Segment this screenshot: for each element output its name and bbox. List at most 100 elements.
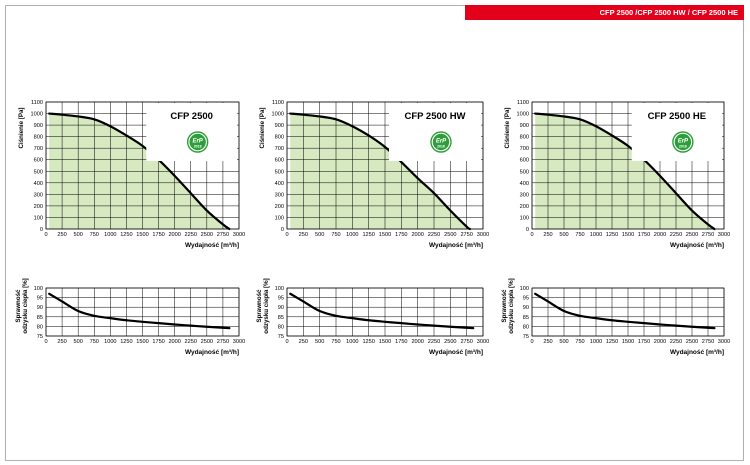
- x-tick-label: 1250: [606, 232, 618, 238]
- x-tick-label: 250: [543, 339, 552, 345]
- x-tick-label: 2500: [201, 232, 213, 238]
- data-point: [675, 192, 677, 195]
- x-axis-label: Wydajność [m³/h]: [670, 242, 724, 249]
- data-point: [222, 223, 224, 226]
- x-tick-label: 3000: [233, 339, 245, 345]
- x-tick-label: 1750: [638, 339, 650, 345]
- y-tick-label: 0: [526, 227, 529, 233]
- x-tick-label: 250: [299, 339, 308, 345]
- plot-border: [45, 287, 240, 337]
- data-point: [433, 324, 435, 327]
- data-point: [109, 317, 112, 320]
- data-point: [416, 323, 419, 326]
- data-point: [465, 326, 468, 329]
- plot-border: [531, 101, 725, 230]
- y-tick-label: 400: [34, 181, 43, 187]
- data-point: [384, 146, 386, 148]
- x-tick-label: 3000: [718, 339, 730, 345]
- data-point: [534, 112, 537, 115]
- x-axis-label: Wydajność [m³/h]: [429, 242, 483, 249]
- erp-badge-text: ErP: [678, 139, 689, 145]
- data-point: [384, 320, 386, 323]
- y-tick-label: 95: [523, 296, 529, 302]
- data-point: [469, 228, 471, 230]
- y-tick-label: 400: [520, 181, 529, 187]
- y-tick-label: 200: [34, 204, 43, 210]
- x-tick-label: 2750: [702, 339, 714, 345]
- y-tick-label: 300: [520, 192, 529, 198]
- y-tick-label: 800: [34, 135, 43, 141]
- erp-badge-disc: [674, 133, 692, 151]
- y-axis-label-line1: Sprawność: [15, 289, 22, 323]
- x-tick-label: 2750: [460, 232, 472, 238]
- x-tick-label: 500: [315, 232, 324, 238]
- data-point: [189, 192, 192, 195]
- chart-3: 0 250 500 750 1000 1250 1500 1750 2000 2250 2500 27…: [504, 100, 730, 249]
- chart-1: 0 250 500 750 1000 1250 1500 1750 2000 2250 2500 27…: [18, 100, 245, 249]
- y-tick-label: 90: [278, 305, 284, 311]
- x-tick-label: 3000: [477, 339, 489, 345]
- x-tick-label: 3000: [233, 232, 245, 238]
- x-tick-label: 750: [90, 339, 99, 345]
- x-tick-label: 750: [90, 232, 99, 238]
- x-tick-label: 0: [285, 232, 288, 238]
- data-point: [707, 223, 709, 226]
- y-axis-label: Ciśnienie [Pa]: [259, 108, 266, 149]
- y-tick-label: 90: [523, 305, 529, 311]
- y-axis-label: Ciśnienie [Pa]: [18, 108, 25, 149]
- y-axis-label: Sprawnośćodzysku ciepła [%]: [15, 278, 29, 333]
- x-axis-label: Wydajność [m³/h]: [670, 349, 724, 356]
- x-tick-label: 2500: [686, 232, 698, 238]
- page-frame: [5, 5, 744, 461]
- x-tick-label: 1000: [346, 232, 358, 238]
- data-point: [563, 115, 565, 118]
- data-point: [77, 115, 80, 118]
- data-point: [367, 134, 370, 137]
- x-tick-label: 1000: [590, 232, 602, 238]
- x-tick-label: 750: [575, 339, 584, 345]
- x-tick-label: 1750: [395, 339, 407, 345]
- data-point: [335, 314, 337, 317]
- x-tick-label: 2250: [670, 339, 682, 345]
- y-tick-label: 300: [275, 192, 284, 198]
- data-point: [433, 192, 435, 195]
- data-point: [643, 322, 645, 325]
- x-tick-label: 2000: [654, 339, 666, 345]
- data-point: [48, 112, 51, 115]
- header-title: CFP 2500 /CFP 2500 HW / CFP 2500 HE: [465, 5, 744, 20]
- x-tick-label: 1250: [362, 339, 374, 345]
- data-point: [713, 327, 716, 330]
- x-tick-label: 2250: [185, 339, 197, 345]
- x-tick-label: 500: [559, 232, 568, 238]
- x-tick-label: 500: [315, 339, 324, 345]
- erp-badge-disc: [432, 133, 450, 151]
- x-tick-label: 1000: [346, 339, 358, 345]
- data-point: [675, 324, 677, 327]
- data-point: [563, 310, 565, 312]
- y-tick-label: 500: [275, 169, 284, 175]
- data-point: [141, 144, 144, 147]
- x-tick-label: 1500: [379, 339, 391, 345]
- y-tick-label: 500: [34, 169, 43, 175]
- y-tick-label: 85: [37, 315, 43, 321]
- x-tick-label: 500: [559, 339, 568, 345]
- x-tick-label: 1500: [136, 232, 148, 238]
- y-tick-label: 300: [34, 192, 43, 198]
- chart-title: CFP 2500 HE: [648, 111, 706, 122]
- data-point: [627, 320, 629, 323]
- y-tick-label: 700: [520, 146, 529, 152]
- y-axis-label: Sprawnośćodzysku ciepła [%]: [501, 278, 515, 333]
- y-tick-label: 800: [520, 135, 529, 141]
- data-point: [125, 319, 128, 322]
- data-point: [416, 177, 419, 180]
- x-tick-label: 2000: [654, 232, 666, 238]
- series-line: [289, 292, 475, 330]
- data-point: [318, 115, 321, 118]
- data-point: [691, 209, 693, 212]
- data-point: [367, 319, 370, 322]
- erp-badge-year: 2018: [437, 145, 445, 149]
- title-box: [631, 103, 722, 161]
